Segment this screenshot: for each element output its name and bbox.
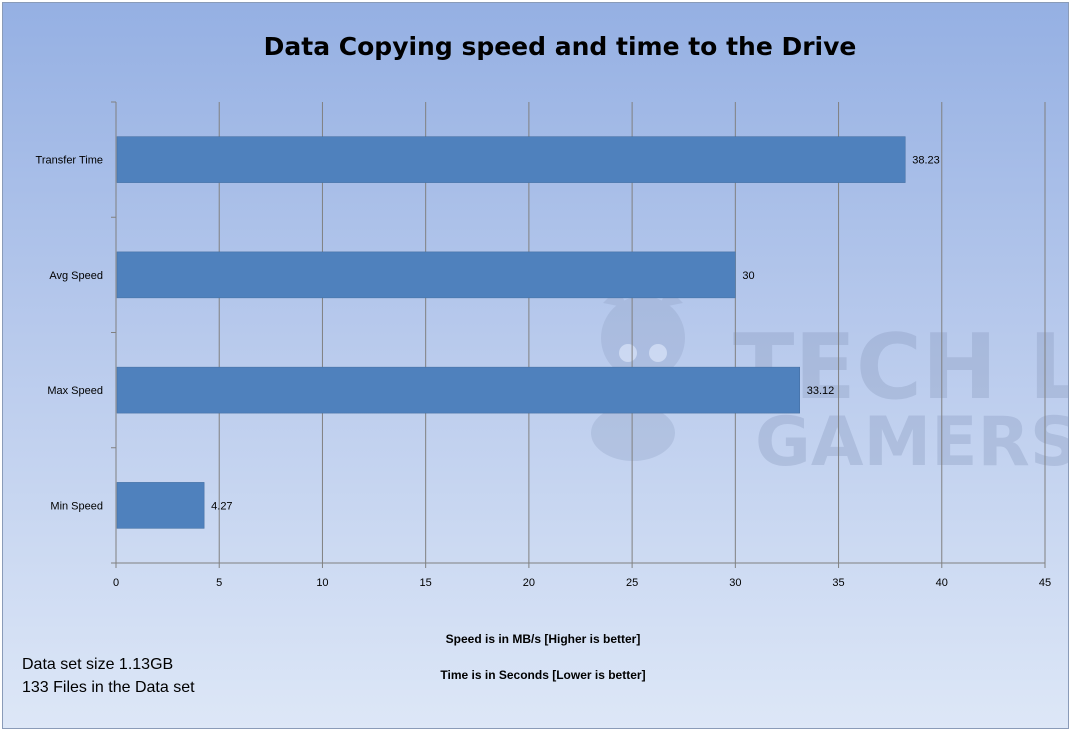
x-tick-label: 10 bbox=[316, 577, 328, 589]
file-count-note: 133 Files in the Data set bbox=[22, 679, 195, 696]
watermark: TECH L GAMERS bbox=[591, 288, 1068, 482]
bar-transfer-time bbox=[116, 136, 906, 183]
x-tick-label: 30 bbox=[729, 577, 741, 589]
labels: 0 5 10 15 20 25 30 35 40 45 Transfer Time 38.23 Avg … bbox=[36, 155, 1052, 589]
x-tick-label: 25 bbox=[626, 577, 638, 589]
data-label: 33.12 bbox=[807, 385, 835, 397]
x-tick-label: 40 bbox=[936, 577, 948, 589]
x-tick-label: 45 bbox=[1039, 577, 1051, 589]
x-tick-label: 5 bbox=[216, 577, 222, 589]
x-tick-label: 20 bbox=[523, 577, 535, 589]
bar-max-speed bbox=[116, 366, 800, 414]
category-label: Max Speed bbox=[47, 385, 103, 397]
category-label: Avg Speed bbox=[49, 270, 103, 282]
data-label: 30 bbox=[742, 270, 754, 282]
bar-avg-speed bbox=[116, 251, 736, 299]
x-tick-label: 15 bbox=[420, 577, 432, 589]
category-label: Transfer Time bbox=[36, 155, 103, 167]
data-label: 4.27 bbox=[211, 500, 232, 512]
watermark-line2: GAMERS bbox=[755, 403, 1068, 482]
speed-unit-note: Speed is in MB/s [Higher is better] bbox=[446, 632, 641, 646]
bars bbox=[116, 136, 906, 529]
x-tick-label: 0 bbox=[113, 577, 119, 589]
time-unit-note: Time is in Seconds [Lower is better] bbox=[440, 668, 645, 682]
dataset-size-note: Data set size 1.13GB bbox=[22, 656, 173, 673]
category-label: Min Speed bbox=[50, 500, 103, 512]
bar-min-speed bbox=[116, 482, 205, 529]
axes bbox=[111, 101, 1046, 568]
x-tick-label: 35 bbox=[832, 577, 844, 589]
bar-chart: TECH L GAMERS Data Copying speed and tim… bbox=[22, 32, 1068, 696]
chart-title: Data Copying speed and time to the Drive bbox=[264, 32, 857, 61]
data-label: 38.23 bbox=[912, 155, 940, 167]
